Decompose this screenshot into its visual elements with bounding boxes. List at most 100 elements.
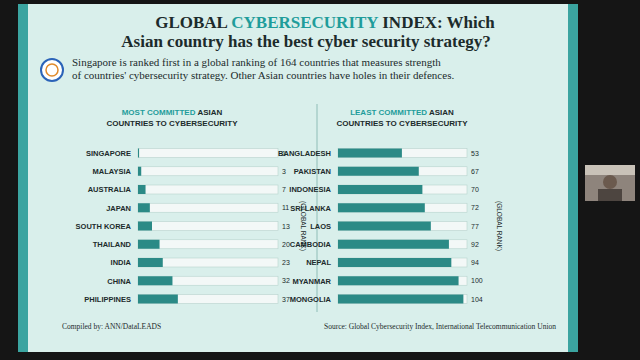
chart-title-line: COUNTRIES TO CYBERSECURITY <box>107 119 239 128</box>
title-part: Asian country has the best cyber securit… <box>121 32 490 51</box>
data-label: 32 <box>282 277 290 284</box>
bar <box>138 276 172 285</box>
webcam-wall <box>585 165 635 175</box>
bar <box>138 185 146 194</box>
slide-background <box>28 4 568 352</box>
bar-track <box>338 149 467 158</box>
chart-title-highlight: MOST COMMITTED <box>122 108 198 117</box>
webcam-person <box>603 175 617 189</box>
bar-track <box>138 258 278 267</box>
bar <box>338 258 451 267</box>
bars <box>338 149 463 304</box>
bar <box>138 240 160 249</box>
title-line: GLOBAL CYBERSECURITY INDEX: Which <box>155 13 495 32</box>
bar-track <box>138 203 278 212</box>
data-label: 77 <box>471 223 479 230</box>
data-label: 37 <box>282 296 290 303</box>
bar <box>338 276 459 285</box>
chart-title: LEAST COMMITTED ASIANCOUNTRIES TO CYBERS… <box>337 108 469 128</box>
category-label: THAILAND <box>93 240 132 249</box>
category-label: CAMBODIA <box>290 240 332 249</box>
subtitle-line: of countries' cybersecurity strategy. Ot… <box>72 69 454 81</box>
data-label: 53 <box>471 150 479 157</box>
category-label: NEPAL <box>306 258 331 267</box>
chart-title-rest: ASIAN <box>429 108 454 117</box>
category-label: MONGOLIA <box>290 295 332 304</box>
data-label: 104 <box>471 296 483 303</box>
chart-title-rest: ASIAN <box>197 108 222 117</box>
bar-track <box>338 258 467 267</box>
data-label: 11 <box>282 204 289 211</box>
bar-track <box>338 185 467 194</box>
bar <box>138 295 178 304</box>
bar <box>138 258 163 267</box>
bar <box>338 167 419 176</box>
axis-label: (GLOBAL RANK) <box>495 201 503 251</box>
source: Source: Global Cybersecurity Index, Inte… <box>324 322 556 331</box>
category-label: SOUTH KOREA <box>76 222 132 231</box>
chart-title-line: MOST COMMITTED ASIAN <box>122 108 223 117</box>
slide-border <box>18 4 578 352</box>
category-label: SINGAPORE <box>86 149 131 158</box>
canvas: GLOBAL CYBERSECURITY INDEX: WhichAsian c… <box>0 0 640 360</box>
title-part: CYBERSECURITY <box>231 13 378 32</box>
page: {"page": { "title_lines": [["GLOBAL ", "… <box>0 0 640 360</box>
bar-track <box>138 185 278 194</box>
title-part: GLOBAL <box>155 13 231 32</box>
bar <box>338 222 431 231</box>
bar <box>338 185 422 194</box>
category-label: AUSTRALIA <box>88 185 132 194</box>
category-label: PAKISTAN <box>294 167 331 176</box>
bar <box>338 295 463 304</box>
bar <box>138 149 139 158</box>
bar <box>338 149 402 158</box>
bar <box>138 222 152 231</box>
data-label: 100 <box>471 277 483 284</box>
data-label: 70 <box>471 186 479 193</box>
webcam-person-body <box>598 189 622 201</box>
category-label: PHILIPPINES <box>84 295 131 304</box>
chart-title-highlight: LEAST COMMITTED <box>350 108 429 117</box>
logo <box>41 59 63 81</box>
data-label: 72 <box>471 204 479 211</box>
category-label: MALAYSIA <box>93 167 132 176</box>
webcam <box>585 165 635 201</box>
bars <box>138 149 178 304</box>
bar-track <box>138 149 278 158</box>
bar-track <box>338 203 467 212</box>
bar-track <box>138 167 278 176</box>
bar-track <box>138 240 278 249</box>
category-label: LAOS <box>310 222 331 231</box>
bar <box>138 167 141 176</box>
compiled-by: Compiled by: ANN/DataLEADS <box>62 322 161 331</box>
chart-title: MOST COMMITTED ASIAN COUNTRIES TO CYBERSE… <box>107 108 239 128</box>
bar-track <box>338 167 467 176</box>
data-label: 94 <box>471 259 479 266</box>
bar-track <box>138 222 278 231</box>
category-label: SRI LANKA <box>290 204 331 213</box>
title-part: INDEX: Which <box>378 13 495 32</box>
bar-track <box>338 240 467 249</box>
category-label: INDIA <box>111 258 132 267</box>
bar-track <box>138 276 278 285</box>
category-label: INDONESIA <box>289 185 331 194</box>
bar <box>138 203 150 212</box>
data-label: 13 <box>282 223 290 230</box>
category-label: JAPAN <box>106 204 131 213</box>
logo-inner <box>46 64 58 76</box>
bar-track <box>138 295 278 304</box>
category-label: CHINA <box>107 277 131 286</box>
title-line: Asian country has the best cyber securit… <box>121 32 490 51</box>
data-label: 7 <box>282 186 286 193</box>
bar <box>338 203 425 212</box>
bar <box>338 240 449 249</box>
bar-track <box>338 276 467 285</box>
category-label: BANGLADESH <box>278 149 331 158</box>
subtitle-line: Singapore is ranked first in a global ra… <box>72 56 441 68</box>
data-label: 23 <box>282 259 290 266</box>
data-label: 67 <box>471 168 479 175</box>
category-label: MYANMAR <box>293 277 332 286</box>
bar-track <box>338 222 467 231</box>
data-label: 92 <box>471 241 479 248</box>
chart-title-line: LEAST COMMITTED ASIAN <box>350 108 454 117</box>
